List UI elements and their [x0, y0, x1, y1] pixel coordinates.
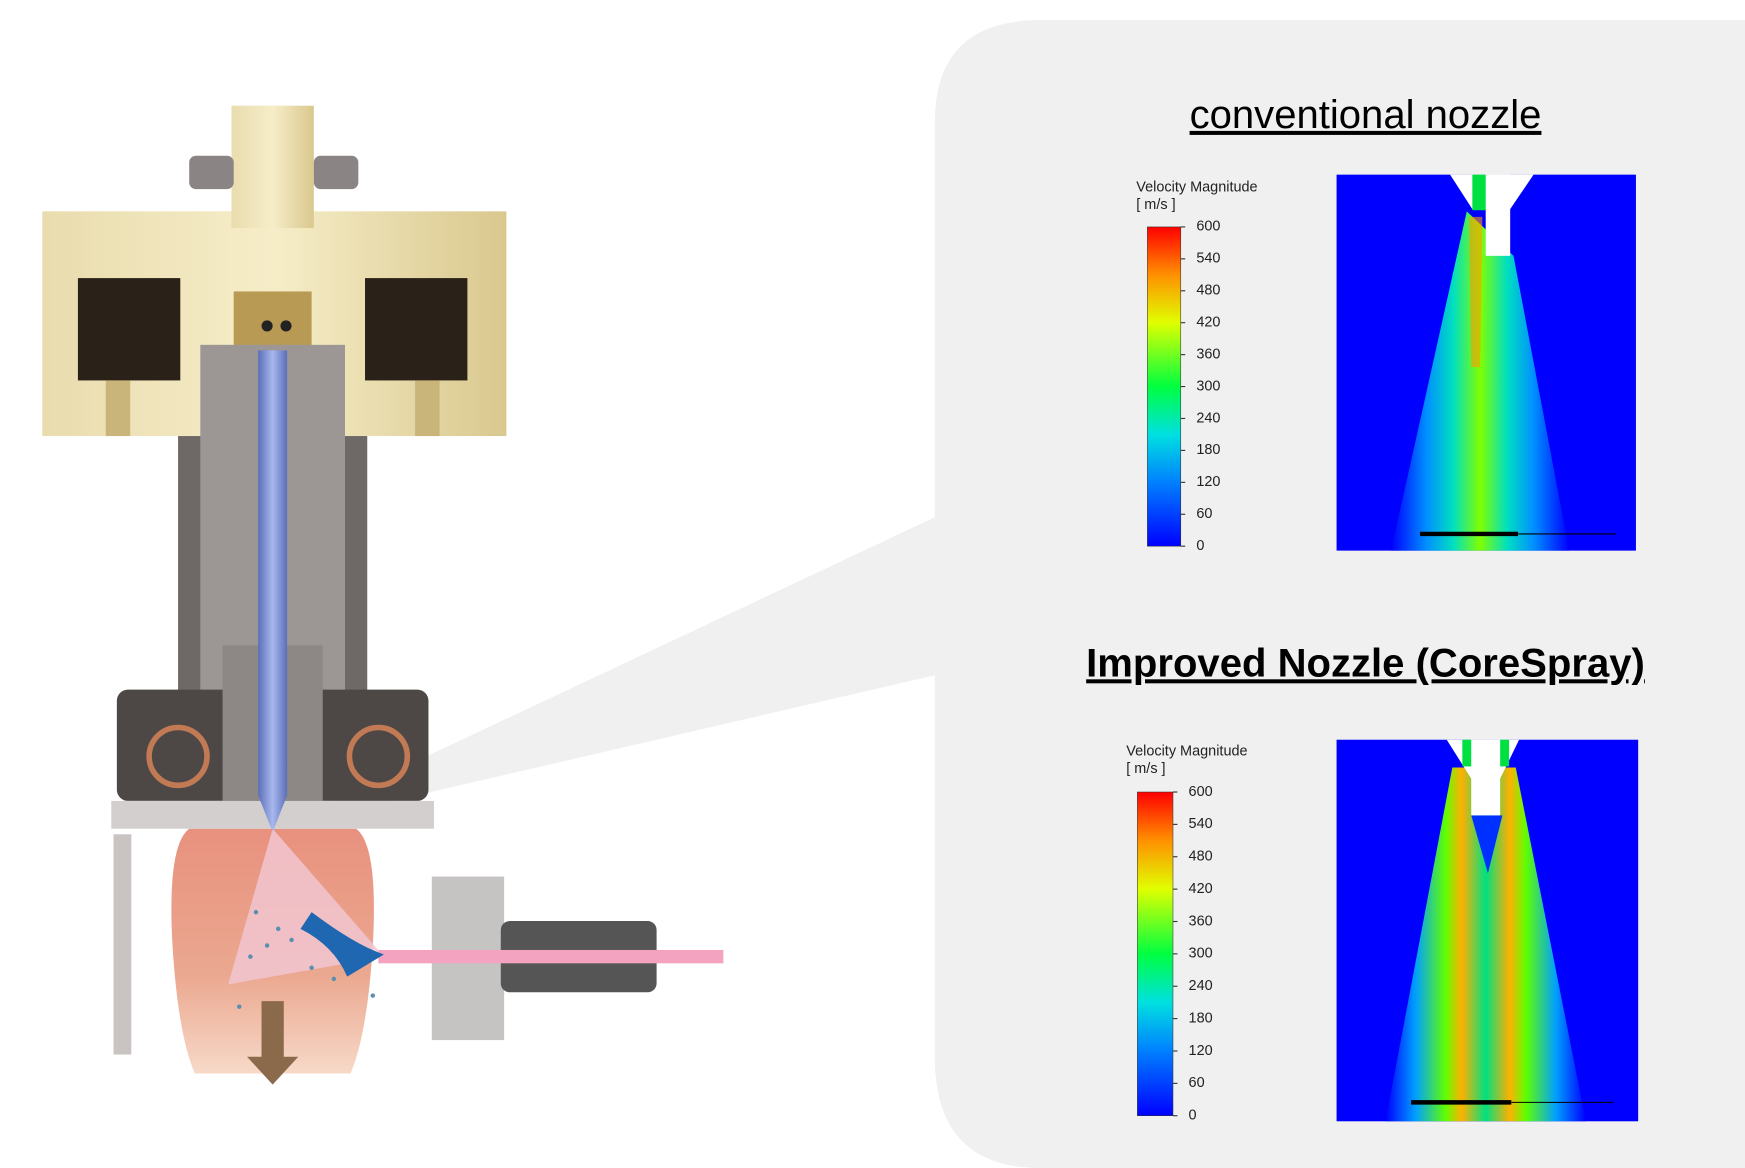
- colorbar: [1147, 227, 1180, 546]
- colorbar-tick-label: 300: [1196, 378, 1220, 394]
- knob: [314, 156, 359, 189]
- panel-title: Improved Nozzle (CoreSpray): [1086, 641, 1645, 685]
- nozzle-gap: [1472, 175, 1485, 211]
- figure: conventional nozzle Improved Nozzle (Cor…: [0, 0, 1745, 1168]
- post: [114, 834, 132, 1054]
- colorbar-tick-label: 480: [1196, 283, 1220, 299]
- needle: [258, 350, 287, 832]
- panel-title: conventional nozzle: [1190, 93, 1542, 137]
- colorbar-tick-label: 180: [1196, 442, 1220, 458]
- colorbar-tick-label: 360: [1189, 913, 1213, 929]
- bolt: [415, 380, 439, 436]
- colorbar-tick-label: 360: [1196, 346, 1220, 362]
- orifice-block: [234, 291, 312, 347]
- colorbar-tick-label: 120: [1189, 1043, 1213, 1059]
- colorbar-tick-label: 600: [1196, 219, 1220, 235]
- colorbar-tick-label: 540: [1189, 816, 1213, 832]
- colorbar-tick-label: 120: [1196, 474, 1220, 490]
- colorbar-tick-label: 180: [1189, 1010, 1213, 1026]
- cfd-plot: [1337, 740, 1639, 1122]
- colorbar-unit: [ m/s ]: [1126, 761, 1165, 777]
- colorbar-tick-label: 240: [1196, 410, 1220, 426]
- colorbar-tick-label: 420: [1189, 881, 1213, 897]
- colorbar-tick-label: 60: [1189, 1075, 1205, 1091]
- cavity: [365, 278, 467, 380]
- nozzle-gap: [1500, 740, 1509, 767]
- colorbar-tick-label: 0: [1189, 1108, 1197, 1124]
- colorbar: [1137, 792, 1173, 1116]
- colorbar-tick-label: 480: [1189, 849, 1213, 865]
- nozzle-illustration: [42, 106, 723, 1085]
- colorbar-tick-label: 420: [1196, 315, 1220, 331]
- nozzle-gap: [1462, 740, 1471, 767]
- cavity: [78, 278, 180, 380]
- colorbar-tick-label: 300: [1189, 946, 1213, 962]
- bolt: [106, 380, 130, 436]
- colorbar-tick-label: 60: [1196, 506, 1212, 522]
- hole: [262, 320, 273, 331]
- colorbar-title: Velocity Magnitude: [1136, 179, 1257, 195]
- hole: [280, 320, 291, 331]
- cfd-plot: [1337, 175, 1636, 551]
- nozzle-pin: [1486, 175, 1510, 256]
- colorbar-tick-label: 600: [1189, 784, 1213, 800]
- housing-top: [231, 106, 313, 228]
- feed-tube: [378, 950, 723, 963]
- colorbar-tick-label: 540: [1196, 251, 1220, 267]
- jet-core: [1469, 217, 1482, 367]
- colorbar-tick-label: 240: [1189, 978, 1213, 994]
- colorbar-title: Velocity Magnitude: [1126, 743, 1247, 759]
- colorbar-tick-label: 0: [1196, 538, 1204, 554]
- knob: [189, 156, 234, 189]
- nozzle-pin: [1471, 740, 1500, 816]
- colorbar-unit: [ m/s ]: [1136, 197, 1175, 213]
